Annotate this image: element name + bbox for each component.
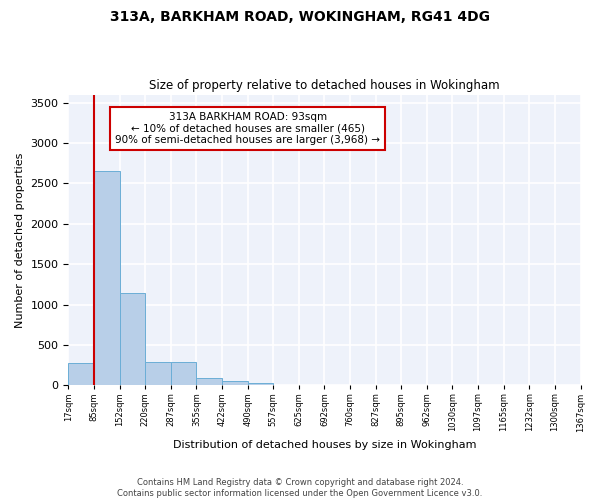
Bar <box>145 362 171 386</box>
Text: 313A BARKHAM ROAD: 93sqm
← 10% of detached houses are smaller (465)
90% of semi-: 313A BARKHAM ROAD: 93sqm ← 10% of detach… <box>115 112 380 145</box>
Title: Size of property relative to detached houses in Wokingham: Size of property relative to detached ho… <box>149 79 500 92</box>
Bar <box>119 294 145 386</box>
Bar <box>196 378 222 386</box>
Bar <box>171 362 196 386</box>
Bar <box>222 381 248 386</box>
Bar <box>94 172 119 386</box>
Text: 313A, BARKHAM ROAD, WOKINGHAM, RG41 4DG: 313A, BARKHAM ROAD, WOKINGHAM, RG41 4DG <box>110 10 490 24</box>
Bar <box>68 363 94 386</box>
Text: Contains HM Land Registry data © Crown copyright and database right 2024.
Contai: Contains HM Land Registry data © Crown c… <box>118 478 482 498</box>
Bar <box>248 382 273 386</box>
X-axis label: Distribution of detached houses by size in Wokingham: Distribution of detached houses by size … <box>173 440 476 450</box>
Y-axis label: Number of detached properties: Number of detached properties <box>15 152 25 328</box>
